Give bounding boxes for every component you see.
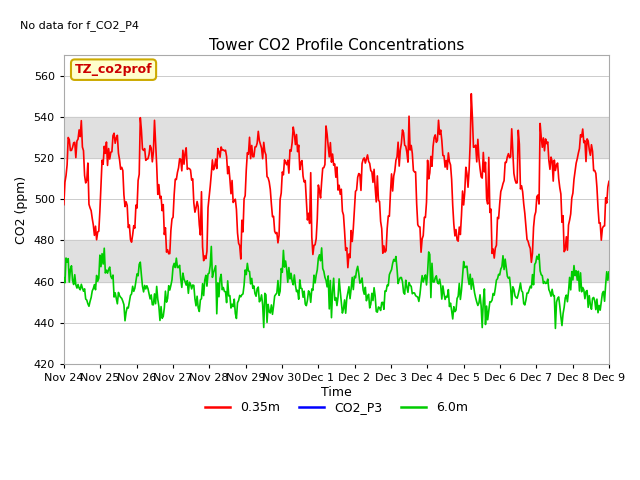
Text: No data for f_CO2_P4: No data for f_CO2_P4 [20,20,140,31]
Legend: 0.35m, CO2_P3, 6.0m: 0.35m, CO2_P3, 6.0m [200,396,473,419]
Bar [64,117,609,158]
Title: Tower CO2 Profile Concentrations: Tower CO2 Profile Concentrations [209,38,464,53]
Y-axis label: CO2 (ppm): CO2 (ppm) [15,176,28,244]
Bar [64,240,609,282]
X-axis label: Time: Time [321,385,352,398]
Text: TZ_co2prof: TZ_co2prof [75,63,152,76]
